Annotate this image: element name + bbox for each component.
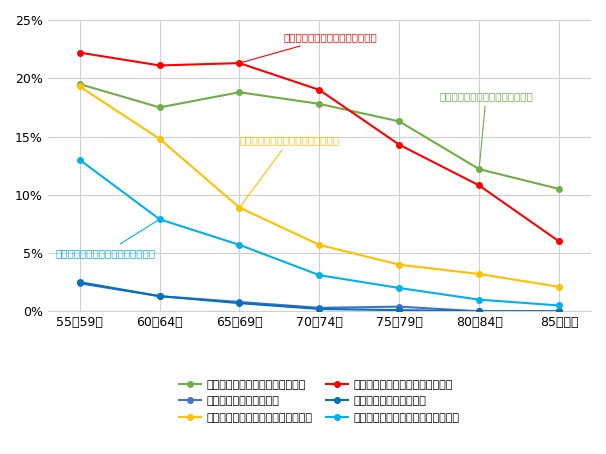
自分の教養を高めるため（女性） xyxy=(236,60,243,66)
現在の仕事に役立てるため（女性） xyxy=(76,157,84,163)
Legend: 自分の教養を高めるため（男性）, 仕事につくため（男性）, 現在の仕事に役立てるため（男性）, 自分の教養を高めるため（女性）, 仕事につくため（女性）, 現在: 自分の教養を高めるため（男性）, 仕事につくため（男性）, 現在の仕事に役立てる… xyxy=(175,375,464,427)
自分の教養を高めるため（女性） xyxy=(396,142,403,148)
自分の教養を高めるため（女性） xyxy=(316,87,323,93)
Text: 自分の教養を高めるため（女性）: 自分の教養を高めるため（女性） xyxy=(242,33,377,62)
自分の教養を高めるため（女性） xyxy=(76,50,84,55)
仕事につくため（男性） xyxy=(476,309,483,314)
自分の教養を高めるため（男性） xyxy=(316,101,323,107)
仕事につくため（女性） xyxy=(396,307,403,313)
仕事につくため（男性） xyxy=(156,293,163,299)
自分の教養を高めるため（男性） xyxy=(476,167,483,172)
仕事につくため（女性） xyxy=(76,280,84,285)
仕事につくため（女性） xyxy=(316,306,323,312)
仕事につくため（男性） xyxy=(76,281,84,286)
現在の仕事に役立てるため（女性） xyxy=(396,285,403,291)
仕事につくため（女性） xyxy=(556,309,563,314)
自分の教養を高めるため（女性） xyxy=(156,63,163,68)
自分の教養を高めるため（女性） xyxy=(556,239,563,244)
Line: 自分の教養を高めるため（男性）: 自分の教養を高めるため（男性） xyxy=(77,81,562,192)
現在の仕事に役立てるため（男性） xyxy=(316,242,323,247)
現在の仕事に役立てるため（女性） xyxy=(316,272,323,278)
自分の教養を高めるため（男性） xyxy=(396,118,403,124)
現在の仕事に役立てるため（男性） xyxy=(236,205,243,210)
現在の仕事に役立てるため（女性） xyxy=(476,297,483,302)
現在の仕事に役立てるため（女性） xyxy=(556,303,563,308)
現在の仕事に役立てるため（女性） xyxy=(156,217,163,222)
現在の仕事に役立てるため（女性） xyxy=(236,242,243,247)
自分の教養を高めるため（女性） xyxy=(476,183,483,188)
仕事につくため（男性） xyxy=(316,305,323,311)
Text: 現在の仕事に役立てるため（男性）: 現在の仕事に役立てるため（男性） xyxy=(239,135,339,205)
Line: 現在の仕事に役立てるため（女性）: 現在の仕事に役立てるため（女性） xyxy=(77,157,562,308)
Text: 現在の仕事に役立てるため（女性）: 現在の仕事に役立てるため（女性） xyxy=(56,221,157,258)
Line: 現在の仕事に役立てるため（男性）: 現在の仕事に役立てるため（男性） xyxy=(77,84,562,290)
仕事につくため（女性） xyxy=(156,293,163,299)
Text: 自分の教養を高めるため（男性）: 自分の教養を高めるため（男性） xyxy=(439,91,533,166)
Line: 自分の教養を高めるため（女性）: 自分の教養を高めるため（女性） xyxy=(77,50,562,244)
Line: 仕事につくため（女性）: 仕事につくため（女性） xyxy=(77,279,562,314)
仕事につくため（男性） xyxy=(556,309,563,314)
自分の教養を高めるため（男性） xyxy=(156,105,163,110)
自分の教養を高めるため（男性） xyxy=(236,89,243,95)
仕事につくため（女性） xyxy=(476,309,483,314)
仕事につくため（女性） xyxy=(236,301,243,306)
仕事につくため（男性） xyxy=(236,299,243,305)
現在の仕事に役立てるため（男性） xyxy=(396,262,403,267)
現在の仕事に役立てるため（男性） xyxy=(556,284,563,290)
現在の仕事に役立てるため（男性） xyxy=(76,84,84,89)
現在の仕事に役立てるため（男性） xyxy=(156,136,163,142)
現在の仕事に役立てるため（男性） xyxy=(476,271,483,277)
自分の教養を高めるため（男性） xyxy=(76,81,84,87)
Line: 仕事につくため（男性）: 仕事につくため（男性） xyxy=(77,281,562,314)
自分の教養を高めるため（男性） xyxy=(556,186,563,192)
仕事につくため（男性） xyxy=(396,304,403,309)
